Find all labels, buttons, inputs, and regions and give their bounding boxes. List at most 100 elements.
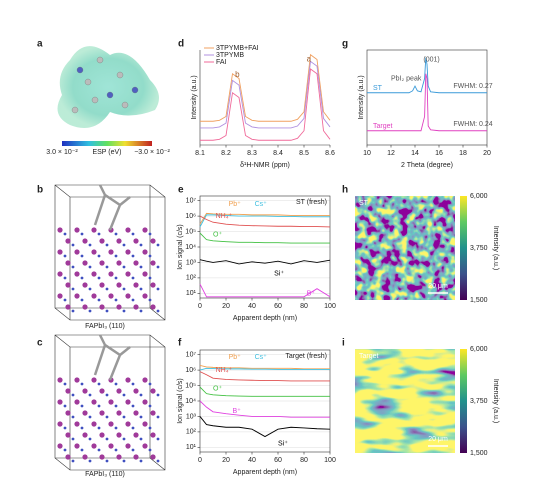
colorbar-label: 3.0 × 10⁻² xyxy=(46,149,78,156)
panel-label: c xyxy=(37,338,43,349)
y-axis-label: Intensity (a.u.) xyxy=(358,75,365,119)
series-line xyxy=(367,57,487,94)
y-tick-label: 10⁴ xyxy=(185,244,196,251)
atom xyxy=(148,448,152,452)
y-axis-label: Intensity (a.u.) xyxy=(191,75,198,119)
x-tick-label: 18 xyxy=(459,150,467,157)
atom xyxy=(80,254,84,258)
atom xyxy=(88,243,92,247)
atom xyxy=(99,238,105,244)
atom xyxy=(116,388,122,394)
atom xyxy=(122,287,126,291)
atom xyxy=(105,287,109,291)
y-tick-label: 10⁷ xyxy=(186,197,197,204)
y-tick-label: 10⁴ xyxy=(185,398,196,405)
y-axis-label: Ion signal (c/s) xyxy=(177,378,184,424)
esp-surface xyxy=(57,46,159,129)
atom xyxy=(91,96,99,104)
series-label: NH₄⁺ xyxy=(216,213,233,220)
colorbar-label: −3.0 × 10⁻² xyxy=(134,149,170,156)
atom xyxy=(76,66,84,74)
atom xyxy=(121,101,129,109)
atom xyxy=(80,232,84,236)
atom xyxy=(139,265,143,269)
atom xyxy=(80,298,84,302)
atom xyxy=(65,238,71,244)
colorbar-title: Intensity (a.u.) xyxy=(492,226,499,270)
atom xyxy=(133,304,139,310)
atom xyxy=(114,426,118,430)
atom xyxy=(99,410,105,416)
y-axis-label: Ion signal (c/s) xyxy=(177,224,184,270)
scale-bar-label: 20 μm xyxy=(428,436,448,443)
series-label: Pb⁺ xyxy=(229,354,242,361)
atom xyxy=(63,232,67,236)
panel-label: g xyxy=(342,39,348,50)
molecule xyxy=(93,184,131,231)
atom xyxy=(116,71,124,79)
colorbar-tick-label: 6,000 xyxy=(470,346,488,353)
atom xyxy=(142,227,148,233)
atom xyxy=(105,309,109,313)
series-label: Cs⁺ xyxy=(255,354,268,361)
series-line xyxy=(367,73,487,132)
atom xyxy=(150,260,156,266)
atom xyxy=(125,227,131,233)
atom xyxy=(122,265,126,269)
scale-bar-label: 20 μm xyxy=(428,283,448,290)
atom xyxy=(142,443,148,449)
y-tick-label: 10¹ xyxy=(186,444,197,451)
atom xyxy=(114,448,118,452)
atom xyxy=(142,249,148,255)
atom xyxy=(116,410,122,416)
atom xyxy=(91,377,97,383)
series-label: B⁺ xyxy=(233,408,242,415)
atom xyxy=(65,260,71,266)
atom xyxy=(63,426,67,430)
x-tick-label: 0 xyxy=(198,457,202,464)
atom xyxy=(139,393,143,397)
atom xyxy=(91,227,97,233)
atom xyxy=(125,293,131,299)
atom xyxy=(122,459,126,463)
annotation: b xyxy=(235,70,240,79)
annotation: a xyxy=(307,55,312,64)
annotation: FWHM: 0.24 xyxy=(453,121,492,128)
atom xyxy=(125,421,131,427)
atom xyxy=(74,271,80,277)
atom xyxy=(88,415,92,419)
atom xyxy=(139,309,143,313)
atom xyxy=(133,260,139,266)
caption: FAPbI₃ (110) xyxy=(85,323,125,330)
atom xyxy=(88,437,92,441)
atom xyxy=(133,388,139,394)
atom xyxy=(71,287,75,291)
atom xyxy=(91,249,97,255)
colorbar-tick-label: 1,500 xyxy=(470,450,488,457)
chart-tag: Target (fresh) xyxy=(285,353,327,360)
atom xyxy=(88,393,92,397)
map-tag: ST xyxy=(359,200,369,207)
x-tick-label: 16 xyxy=(435,150,443,157)
map-tag: Target xyxy=(359,353,379,360)
atom xyxy=(142,399,148,405)
colorbar-tick-label: 6,000 xyxy=(470,193,488,200)
atom xyxy=(142,271,148,277)
series-line xyxy=(199,416,331,438)
atom xyxy=(131,86,139,94)
atom xyxy=(150,388,156,394)
atom xyxy=(65,454,71,460)
atom xyxy=(133,410,139,416)
atom xyxy=(116,282,122,288)
atom xyxy=(125,399,131,405)
atom xyxy=(91,443,97,449)
atom xyxy=(80,426,84,430)
series-line xyxy=(199,386,330,397)
atom xyxy=(122,437,126,441)
atom xyxy=(91,271,97,277)
atom xyxy=(88,459,92,463)
atom xyxy=(82,388,88,394)
atom xyxy=(63,404,67,408)
atom xyxy=(148,298,152,302)
atom xyxy=(74,377,80,383)
